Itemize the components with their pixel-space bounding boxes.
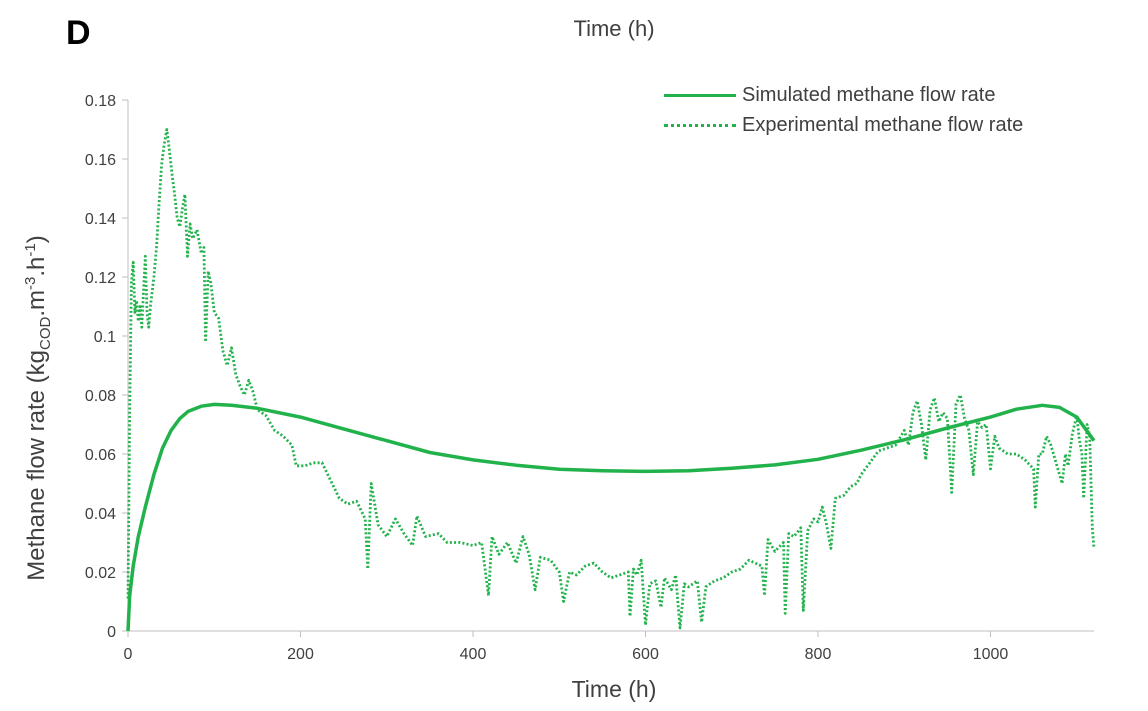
y-tick-label: 0 [107,624,116,641]
y-tick-label: 0.12 [85,270,116,287]
legend-swatch-solid [664,93,736,97]
y-tick-label: 0.1 [94,329,116,346]
legend-label-experimental: Experimental methane flow rate [742,113,1024,136]
y-tick-label: 0.08 [85,388,116,405]
legend-swatch-dotted [664,123,736,127]
y-tick-label: 0.06 [85,447,116,464]
panel-letter: D [66,14,91,52]
x-tick-label: 800 [805,646,832,663]
x-tick-label: 1000 [973,646,1009,663]
y-tick-label: 0.18 [85,93,116,110]
x-tick-label: 400 [460,646,487,663]
legend-item-experimental: Experimental methane flow rate [664,110,1023,140]
y-tick-label: 0.16 [85,152,116,169]
y-tick-label: 0.14 [85,211,116,228]
y-tick-label: 0.02 [85,565,116,582]
legend: Simulated methane flow rate Experimental… [664,80,1023,140]
y-tick-label: 0.04 [85,506,116,523]
x-tick-label: 200 [287,646,314,663]
legend-item-simulated: Simulated methane flow rate [664,80,1023,110]
x-axis-label: Time (h) [571,676,657,702]
series-line-experimental [126,128,1096,630]
top-title: Time (h) [573,16,655,41]
legend-label-simulated: Simulated methane flow rate [742,83,996,106]
x-tick-label: 0 [124,646,133,663]
x-tick-label: 600 [632,646,659,663]
y-axis-label: Methane flow rate (kgCOD.m-3.h-1) [22,235,54,581]
